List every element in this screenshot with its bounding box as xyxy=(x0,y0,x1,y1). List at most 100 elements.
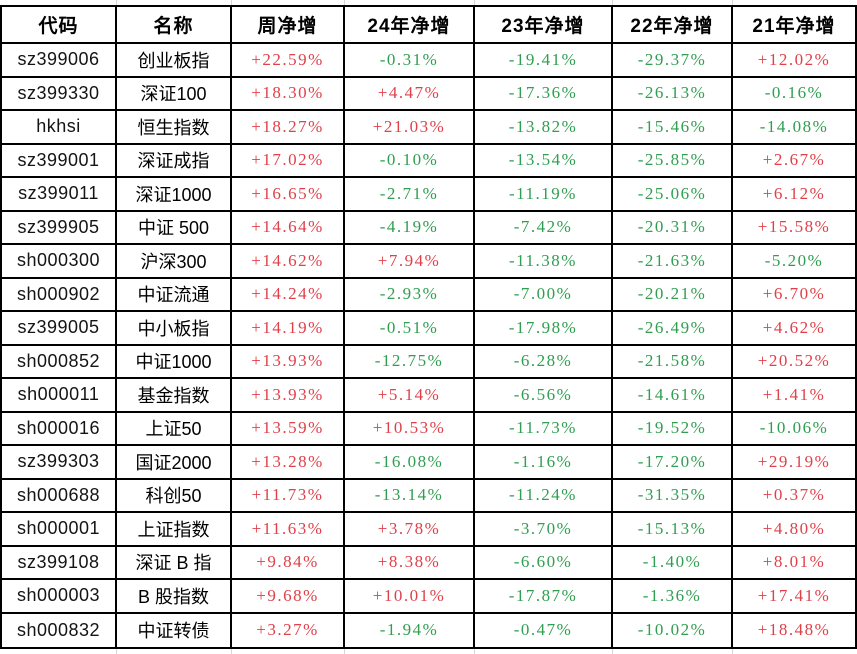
return-value-cell[interactable]: -2.93% xyxy=(345,278,475,312)
return-value-cell[interactable]: +15.58% xyxy=(733,211,855,245)
return-value-cell[interactable]: +22.59% xyxy=(232,44,345,78)
return-value-cell[interactable]: +3.78% xyxy=(345,513,475,547)
return-value-cell[interactable]: -10.02% xyxy=(613,613,733,647)
column-header-1[interactable]: 名称 xyxy=(117,7,232,44)
index-name-cell[interactable]: 国证2000 xyxy=(117,446,232,480)
index-name-cell[interactable]: 深证 B 指 xyxy=(117,546,232,580)
return-value-cell[interactable]: +17.41% xyxy=(733,580,855,614)
return-value-cell[interactable]: +7.94% xyxy=(345,245,475,279)
return-value-cell[interactable]: +20.52% xyxy=(733,345,855,379)
return-value-cell[interactable]: -11.38% xyxy=(475,245,613,279)
index-name-cell[interactable]: 上证指数 xyxy=(117,513,232,547)
return-value-cell[interactable]: +13.59% xyxy=(232,412,345,446)
return-value-cell[interactable]: -15.46% xyxy=(613,111,733,145)
return-value-cell[interactable]: -15.13% xyxy=(613,513,733,547)
column-header-2[interactable]: 周净增 xyxy=(232,7,345,44)
index-code-cell[interactable]: sh000902 xyxy=(2,278,117,312)
return-value-cell[interactable]: -26.49% xyxy=(613,312,733,346)
return-value-cell[interactable]: +17.02% xyxy=(232,144,345,178)
return-value-cell[interactable]: -26.13% xyxy=(613,77,733,111)
return-value-cell[interactable]: +10.01% xyxy=(345,580,475,614)
index-name-cell[interactable]: 深证1000 xyxy=(117,178,232,212)
return-value-cell[interactable]: +29.19% xyxy=(733,446,855,480)
return-value-cell[interactable]: +13.93% xyxy=(232,379,345,413)
index-name-cell[interactable]: B 股指数 xyxy=(117,580,232,614)
return-value-cell[interactable]: -2.71% xyxy=(345,178,475,212)
return-value-cell[interactable]: +14.19% xyxy=(232,312,345,346)
return-value-cell[interactable]: -31.35% xyxy=(613,479,733,513)
index-code-cell[interactable]: sh000832 xyxy=(2,613,117,647)
index-code-cell[interactable]: sh000016 xyxy=(2,412,117,446)
column-header-0[interactable]: 代码 xyxy=(2,7,117,44)
return-value-cell[interactable]: +13.93% xyxy=(232,345,345,379)
index-code-cell[interactable]: sh000300 xyxy=(2,245,117,279)
return-value-cell[interactable]: +1.41% xyxy=(733,379,855,413)
return-value-cell[interactable]: -21.58% xyxy=(613,345,733,379)
return-value-cell[interactable]: -14.08% xyxy=(733,111,855,145)
column-header-5[interactable]: 22年净增 xyxy=(613,7,733,44)
index-code-cell[interactable]: sz399001 xyxy=(2,144,117,178)
index-code-cell[interactable]: sh000688 xyxy=(2,479,117,513)
index-code-cell[interactable]: sh000011 xyxy=(2,379,117,413)
index-name-cell[interactable]: 中证流通 xyxy=(117,278,232,312)
return-value-cell[interactable]: -1.94% xyxy=(345,613,475,647)
return-value-cell[interactable]: -6.28% xyxy=(475,345,613,379)
return-value-cell[interactable]: -20.21% xyxy=(613,278,733,312)
return-value-cell[interactable]: -13.14% xyxy=(345,479,475,513)
return-value-cell[interactable]: -29.37% xyxy=(613,44,733,78)
return-value-cell[interactable]: -1.16% xyxy=(475,446,613,480)
return-value-cell[interactable]: +18.27% xyxy=(232,111,345,145)
index-code-cell[interactable]: sz399108 xyxy=(2,546,117,580)
return-value-cell[interactable]: -17.87% xyxy=(475,580,613,614)
return-value-cell[interactable]: -14.61% xyxy=(613,379,733,413)
index-name-cell[interactable]: 上证50 xyxy=(117,412,232,446)
return-value-cell[interactable]: -7.42% xyxy=(475,211,613,245)
return-value-cell[interactable]: +10.53% xyxy=(345,412,475,446)
return-value-cell[interactable]: -11.19% xyxy=(475,178,613,212)
return-value-cell[interactable]: -19.41% xyxy=(475,44,613,78)
return-value-cell[interactable]: -25.06% xyxy=(613,178,733,212)
return-value-cell[interactable]: -0.31% xyxy=(345,44,475,78)
return-value-cell[interactable]: -17.36% xyxy=(475,77,613,111)
return-value-cell[interactable]: -11.24% xyxy=(475,479,613,513)
return-value-cell[interactable]: -12.75% xyxy=(345,345,475,379)
return-value-cell[interactable]: +8.38% xyxy=(345,546,475,580)
return-value-cell[interactable]: +4.47% xyxy=(345,77,475,111)
index-code-cell[interactable]: sh000003 xyxy=(2,580,117,614)
return-value-cell[interactable]: -17.98% xyxy=(475,312,613,346)
return-value-cell[interactable]: -25.85% xyxy=(613,144,733,178)
return-value-cell[interactable]: +8.01% xyxy=(733,546,855,580)
return-value-cell[interactable]: -4.19% xyxy=(345,211,475,245)
return-value-cell[interactable]: -0.16% xyxy=(733,77,855,111)
index-name-cell[interactable]: 中证转债 xyxy=(117,613,232,647)
return-value-cell[interactable]: -19.52% xyxy=(613,412,733,446)
return-value-cell[interactable]: -7.00% xyxy=(475,278,613,312)
index-code-cell[interactable]: sh000852 xyxy=(2,345,117,379)
return-value-cell[interactable]: -5.20% xyxy=(733,245,855,279)
index-name-cell[interactable]: 创业板指 xyxy=(117,44,232,78)
return-value-cell[interactable]: +4.62% xyxy=(733,312,855,346)
return-value-cell[interactable]: -3.70% xyxy=(475,513,613,547)
index-code-cell[interactable]: sz399905 xyxy=(2,211,117,245)
return-value-cell[interactable]: +14.64% xyxy=(232,211,345,245)
index-name-cell[interactable]: 沪深300 xyxy=(117,245,232,279)
index-name-cell[interactable]: 恒生指数 xyxy=(117,111,232,145)
return-value-cell[interactable]: -0.47% xyxy=(475,613,613,647)
return-value-cell[interactable]: +9.84% xyxy=(232,546,345,580)
index-name-cell[interactable]: 深证成指 xyxy=(117,144,232,178)
return-value-cell[interactable]: +9.68% xyxy=(232,580,345,614)
return-value-cell[interactable]: -6.60% xyxy=(475,546,613,580)
return-value-cell[interactable]: -20.31% xyxy=(613,211,733,245)
index-name-cell[interactable]: 基金指数 xyxy=(117,379,232,413)
return-value-cell[interactable]: +2.67% xyxy=(733,144,855,178)
return-value-cell[interactable]: +16.65% xyxy=(232,178,345,212)
index-code-cell[interactable]: sz399303 xyxy=(2,446,117,480)
index-code-cell[interactable]: sz399011 xyxy=(2,178,117,212)
return-value-cell[interactable]: -0.10% xyxy=(345,144,475,178)
return-value-cell[interactable]: +18.30% xyxy=(232,77,345,111)
index-name-cell[interactable]: 科创50 xyxy=(117,479,232,513)
return-value-cell[interactable]: +14.62% xyxy=(232,245,345,279)
return-value-cell[interactable]: +3.27% xyxy=(232,613,345,647)
return-value-cell[interactable]: +11.73% xyxy=(232,479,345,513)
return-value-cell[interactable]: -1.40% xyxy=(613,546,733,580)
